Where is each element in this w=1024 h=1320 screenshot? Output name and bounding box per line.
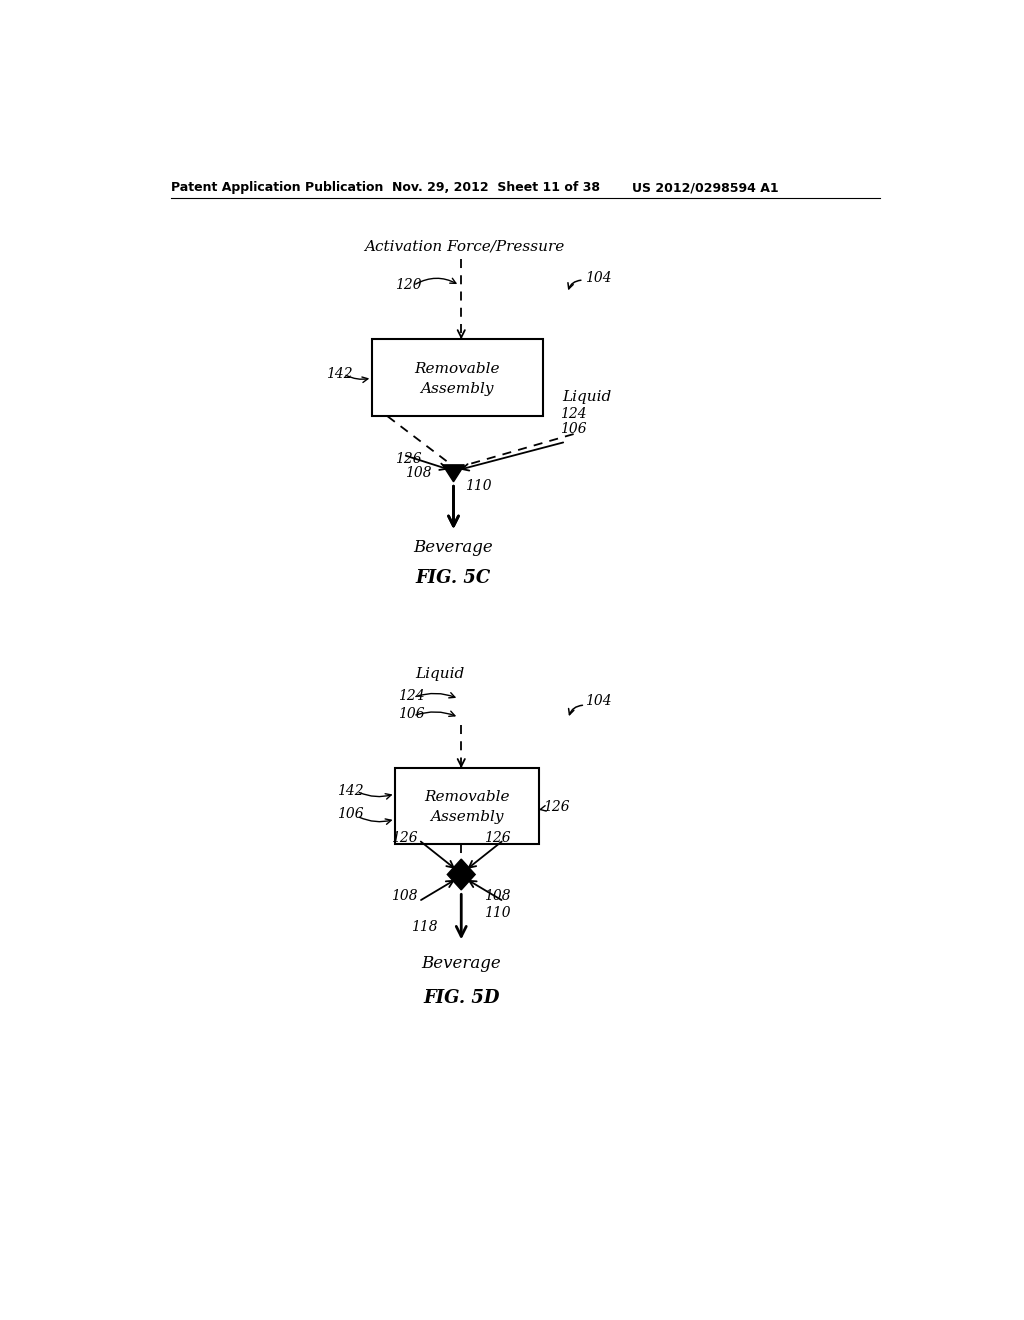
Text: 108: 108	[391, 890, 418, 903]
Text: Removable: Removable	[424, 789, 509, 804]
Text: US 2012/0298594 A1: US 2012/0298594 A1	[632, 181, 778, 194]
Bar	[372, 339, 543, 416]
Polygon shape	[442, 465, 464, 482]
Polygon shape	[447, 859, 475, 890]
Text: 142: 142	[337, 784, 364, 799]
Text: 118: 118	[411, 920, 437, 933]
Text: Beverage: Beverage	[414, 539, 494, 556]
Text: 108: 108	[484, 890, 511, 903]
Text: Assembly: Assembly	[430, 809, 504, 824]
Text: 126: 126	[391, 830, 418, 845]
Text: Activation Force/Pressure: Activation Force/Pressure	[365, 240, 564, 253]
Text: 124: 124	[397, 689, 424, 702]
Text: FIG. 5C: FIG. 5C	[416, 569, 492, 587]
Text: 126: 126	[544, 800, 570, 813]
Text: Nov. 29, 2012  Sheet 11 of 38: Nov. 29, 2012 Sheet 11 of 38	[391, 181, 599, 194]
Text: 142: 142	[326, 367, 352, 381]
Text: 110: 110	[484, 906, 511, 920]
Text: 106: 106	[397, 708, 424, 721]
Text: 104: 104	[586, 694, 612, 709]
Text: Assembly: Assembly	[421, 381, 495, 396]
Text: 106: 106	[337, 808, 364, 821]
Text: Beverage: Beverage	[421, 954, 501, 972]
Text: Liquid: Liquid	[562, 391, 611, 404]
Text: 106: 106	[560, 422, 587, 437]
Text: Patent Application Publication: Patent Application Publication	[171, 181, 383, 194]
Text: 126: 126	[395, 451, 422, 466]
Text: Liquid: Liquid	[415, 668, 464, 681]
Text: 126: 126	[484, 830, 511, 845]
Text: Removable: Removable	[415, 362, 500, 376]
Text: 104: 104	[586, 271, 612, 285]
Text: 108: 108	[406, 466, 432, 479]
Bar	[395, 768, 539, 843]
Text: 124: 124	[560, 407, 587, 421]
Text: 120: 120	[395, 279, 422, 293]
Text: FIG. 5D: FIG. 5D	[423, 989, 500, 1007]
Text: 110: 110	[465, 479, 492, 492]
